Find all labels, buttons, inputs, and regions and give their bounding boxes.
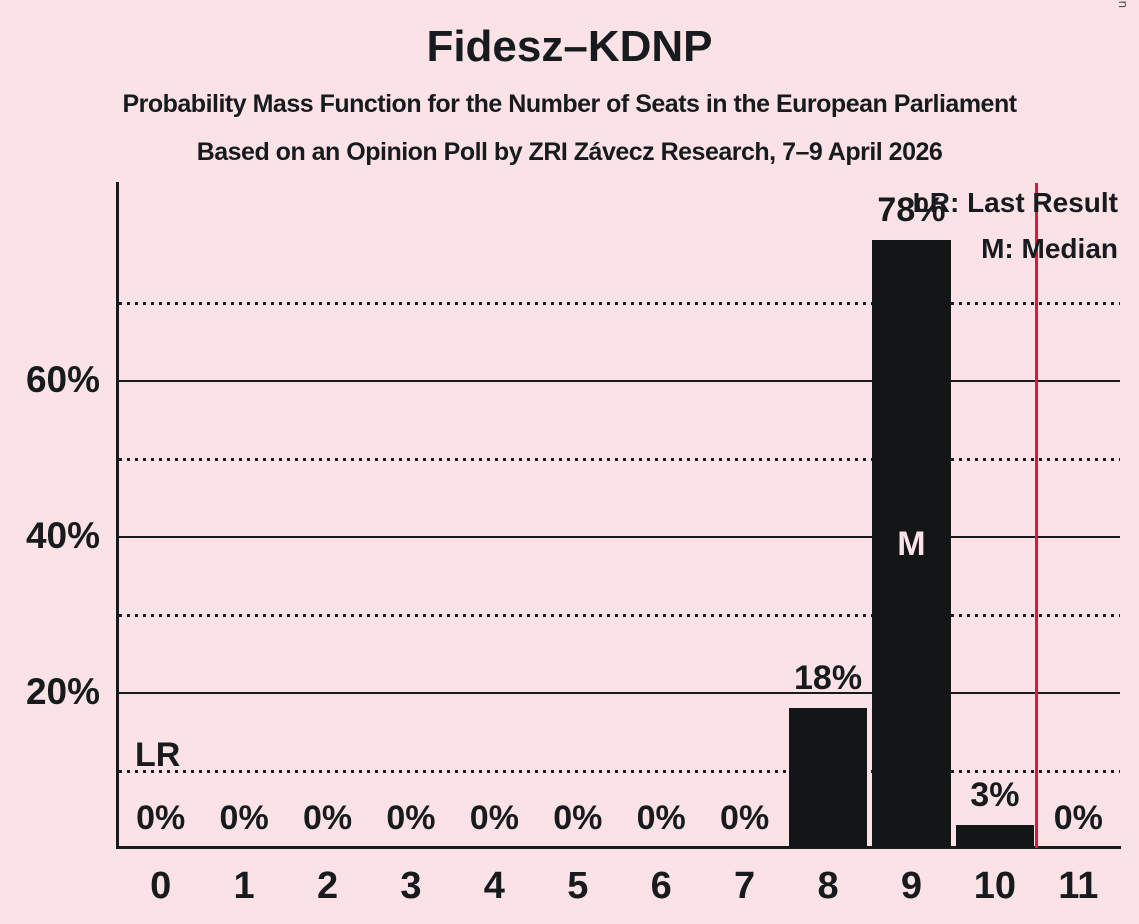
x-tick-label-5: 5	[567, 865, 589, 907]
x-tick-label-4: 4	[483, 865, 505, 907]
copyright-notice: © 2026 Filip van Laenen	[1116, 0, 1131, 8]
bar-value-label-8: 18%	[794, 658, 863, 697]
x-tick-label-8: 8	[817, 865, 839, 907]
x-tick-label-3: 3	[400, 865, 422, 907]
bar-seats-10	[955, 824, 1035, 848]
y-tick-label-40: 40%	[25, 515, 100, 556]
median-annotation: M	[897, 524, 926, 563]
x-tick-label-9: 9	[900, 865, 923, 907]
x-tick-label-0: 0	[150, 865, 172, 907]
x-tick-label-7: 7	[734, 865, 756, 907]
gridline-solid-60	[119, 380, 1120, 382]
chart-title: Fidesz–KDNP	[426, 22, 713, 71]
legend-last-result: LR: Last Result	[912, 187, 1118, 218]
gridline-dotted-30	[119, 614, 1120, 617]
bar-value-label-4: 0%	[469, 799, 519, 837]
last-result-line	[1035, 183, 1039, 848]
legend-median: M: Median	[981, 233, 1118, 264]
bar-value-label-11: 0%	[1053, 799, 1103, 837]
chart-subtitle-poll: Based on an Opinion Poll by ZRI Závecz R…	[196, 138, 943, 166]
x-axis-line	[116, 846, 1121, 849]
bar-value-label-7: 0%	[720, 799, 770, 837]
y-axis-line	[116, 182, 119, 849]
bar-value-label-10: 3%	[970, 775, 1020, 814]
x-tick-label-11: 11	[1058, 865, 1099, 907]
last-result-annotation: LR	[135, 736, 181, 774]
plot-area: LR LR: Last Result M: Median 0% 0% 0% 0% 0% 0…	[119, 183, 1120, 848]
bar-value-label-0: 0%	[136, 799, 186, 837]
bar-seats-8	[788, 707, 868, 848]
y-tick-label-20: 20%	[25, 671, 100, 712]
bar-value-label-6: 0%	[636, 799, 686, 837]
bar-value-label-1: 0%	[219, 799, 269, 837]
x-tick-label-10: 10	[973, 865, 1016, 907]
x-tick-label-1: 1	[233, 865, 255, 907]
bar-value-label-5: 0%	[553, 799, 603, 837]
gridline-dotted-70	[119, 302, 1120, 305]
gridline-dotted-50	[119, 458, 1120, 461]
x-tick-label-6: 6	[650, 865, 672, 907]
chart-subtitle-pmf: Probability Mass Function for the Number…	[122, 90, 1017, 118]
x-tick-label-2: 2	[316, 865, 339, 907]
gridline-solid-20	[119, 692, 1120, 694]
y-tick-label-60: 60%	[25, 359, 100, 400]
bar-value-label-2: 0%	[302, 799, 353, 837]
bar-value-label-3: 0%	[386, 799, 436, 837]
bar-value-label-9: 78%	[877, 190, 946, 229]
gridline-dotted-10	[119, 770, 1120, 773]
gridline-solid-40	[119, 536, 1120, 538]
bar-seats-9	[872, 239, 951, 848]
